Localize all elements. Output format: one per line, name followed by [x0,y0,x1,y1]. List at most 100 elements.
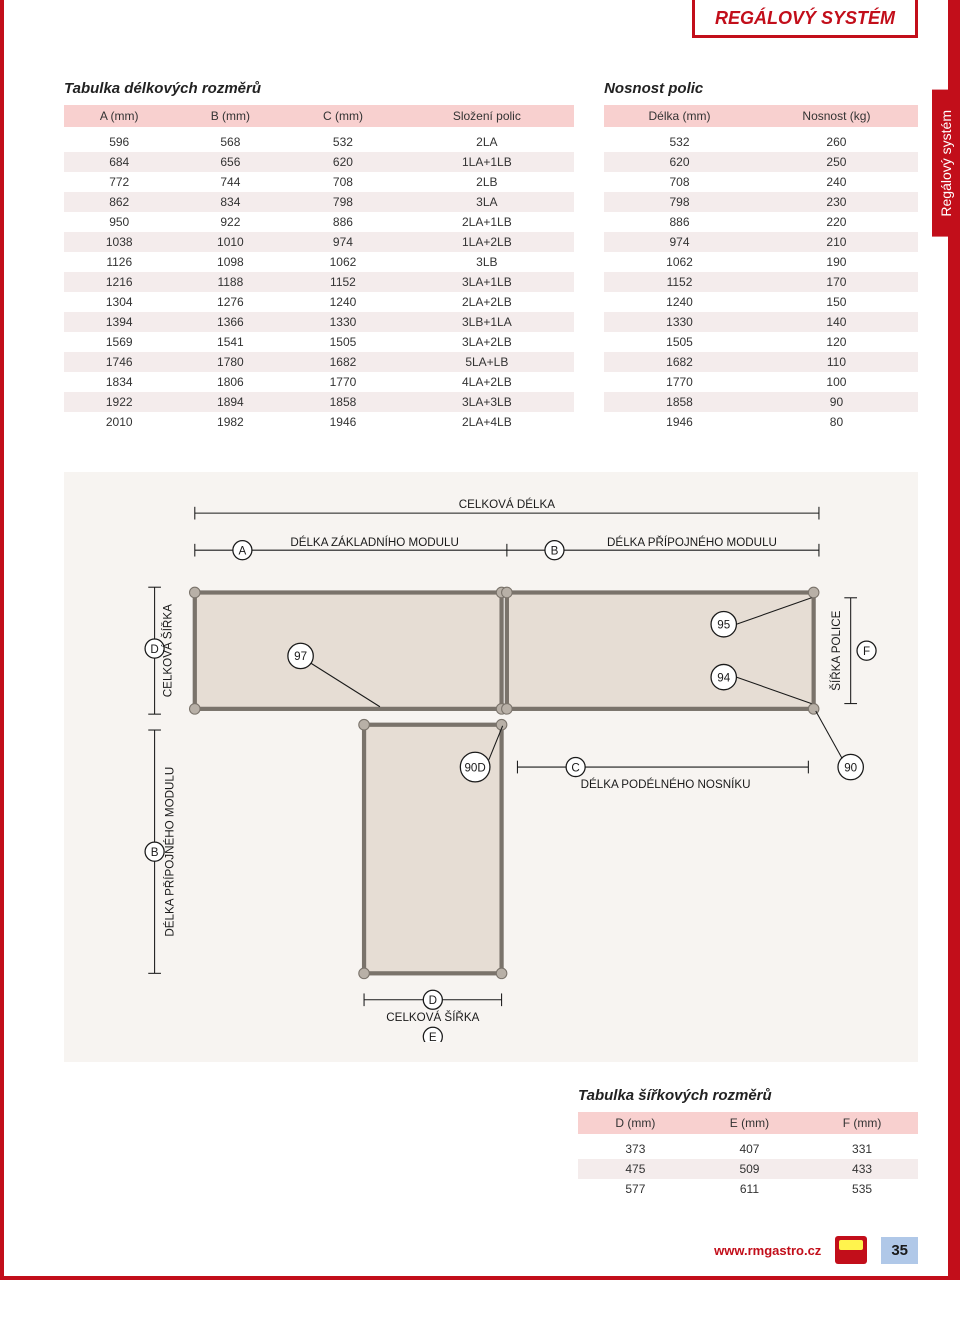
table-row: 798230 [604,192,918,212]
table-cell: 798 [604,192,755,212]
table-cell: 3LA+1LB [400,272,575,292]
svg-text:C: C [571,761,579,774]
length-table-block: Tabulka délkových rozměrů A (mm)B (mm)C … [64,80,574,432]
table-cell: 2LA+2LB [400,292,575,312]
table-cell: 3LB+1LA [400,312,575,332]
table-cell: 150 [755,292,918,312]
table-row: 373407331 [578,1134,918,1159]
table-cell: 611 [693,1179,806,1199]
bottom-row: Tabulka šířkových rozměrů D (mm)E (mm)F … [64,1087,918,1199]
table-cell: 3LB [400,252,575,272]
table-cell: 140 [755,312,918,332]
table-cell: 1746 [64,352,174,372]
table-row: 185890 [604,392,918,412]
table-cell: 798 [286,192,399,212]
column-header: Nosnost (kg) [755,105,918,127]
width-table: D (mm)E (mm)F (mm) 373407331475509433577… [578,1112,918,1199]
column-header: E (mm) [693,1112,806,1134]
table-row: 194680 [604,412,918,432]
svg-text:90: 90 [844,761,857,774]
table-cell: 1098 [174,252,286,272]
svg-text:E: E [429,1031,437,1042]
table-row: 1922189418583LA+3LB [64,392,574,412]
table-cell: 656 [174,152,286,172]
table-cell: 373 [578,1134,693,1159]
table-cell: 1394 [64,312,174,332]
table-cell: 80 [755,412,918,432]
table-cell: 1682 [286,352,399,372]
table-cell: 2LB [400,172,575,192]
tables-row: Tabulka délkových rozměrů A (mm)B (mm)C … [64,80,918,432]
svg-text:A: A [239,544,247,557]
table-row: 1240150 [604,292,918,312]
footer-url: www.rmgastro.cz [714,1243,821,1258]
column-header: A (mm) [64,105,174,127]
capacity-table: Délka (mm)Nosnost (kg) 53226062025070824… [604,105,918,432]
capacity-table-title: Nosnost polic [604,80,918,97]
table-row: 103810109741LA+2LB [64,232,574,252]
page-number: 35 [881,1237,918,1264]
table-cell: 2LA+1LB [400,212,575,232]
table-cell: 1894 [174,392,286,412]
table-cell: 2LA+4LB [400,412,575,432]
table-cell: 240 [755,172,918,192]
table-cell: 708 [604,172,755,192]
column-header: C (mm) [286,105,399,127]
table-cell: 596 [64,127,174,152]
table-row: 1216118811523LA+1LB [64,272,574,292]
table-cell: 475 [578,1159,693,1179]
table-cell: 230 [755,192,918,212]
table-cell: 250 [755,152,918,172]
table-cell: 744 [174,172,286,192]
svg-text:90D: 90D [464,761,485,774]
table-cell: 1569 [64,332,174,352]
column-header: Složení polic [400,105,575,127]
table-cell: 1330 [286,312,399,332]
table-cell: 3LA+2LB [400,332,575,352]
table-cell: 1276 [174,292,286,312]
table-row: 1505120 [604,332,918,352]
table-cell: 974 [286,232,399,252]
table-cell: 620 [286,152,399,172]
table-cell: 100 [755,372,918,392]
table-row: 1682110 [604,352,918,372]
table-row: 974210 [604,232,918,252]
table-cell: 1858 [604,392,755,412]
table-cell: 220 [755,212,918,232]
table-row: 1152170 [604,272,918,292]
svg-text:DÉLKA PŘÍPOJNÉHO MODULU: DÉLKA PŘÍPOJNÉHO MODULU [164,767,177,937]
shelf-diagram: CELKOVÁ DÉLKA A DÉLKA ZÁKLADNÍHO MODULU … [89,492,893,1042]
table-cell: 862 [64,192,174,212]
table-row: 2010198219462LA+4LB [64,412,574,432]
table-cell: 1505 [604,332,755,352]
table-cell: 2010 [64,412,174,432]
table-row: 532260 [604,127,918,152]
svg-text:CELKOVÁ ŠÍŘKA: CELKOVÁ ŠÍŘKA [162,604,175,697]
table-row: 1062190 [604,252,918,272]
table-row: 620250 [604,152,918,172]
svg-text:94: 94 [717,671,730,684]
table-cell: 90 [755,392,918,412]
table-row: 1126109810623LB [64,252,574,272]
table-row: 708240 [604,172,918,192]
svg-text:DÉLKA PODÉLNÉHO NOSNÍKU: DÉLKA PODÉLNÉHO NOSNÍKU [581,778,751,791]
length-table-title: Tabulka délkových rozměrů [64,80,574,97]
table-row: 1394136613303LB+1LA [64,312,574,332]
table-cell: 1126 [64,252,174,272]
table-row: 7727447082LB [64,172,574,192]
table-cell: 1240 [286,292,399,312]
table-row: 1330140 [604,312,918,332]
table-cell: 1770 [604,372,755,392]
table-cell: 886 [286,212,399,232]
table-cell: 620 [604,152,755,172]
header-tab: REGÁLOVÝ SYSTÉM [692,0,918,38]
width-table-block: Tabulka šířkových rozměrů D (mm)E (mm)F … [578,1087,918,1199]
table-cell: 535 [806,1179,918,1199]
table-row: 1304127612402LA+2LB [64,292,574,312]
table-cell: 1946 [286,412,399,432]
svg-text:95: 95 [717,618,730,631]
table-cell: 1770 [286,372,399,392]
table-cell: 922 [174,212,286,232]
table-cell: 834 [174,192,286,212]
side-tab: Regálový systém [932,90,960,237]
